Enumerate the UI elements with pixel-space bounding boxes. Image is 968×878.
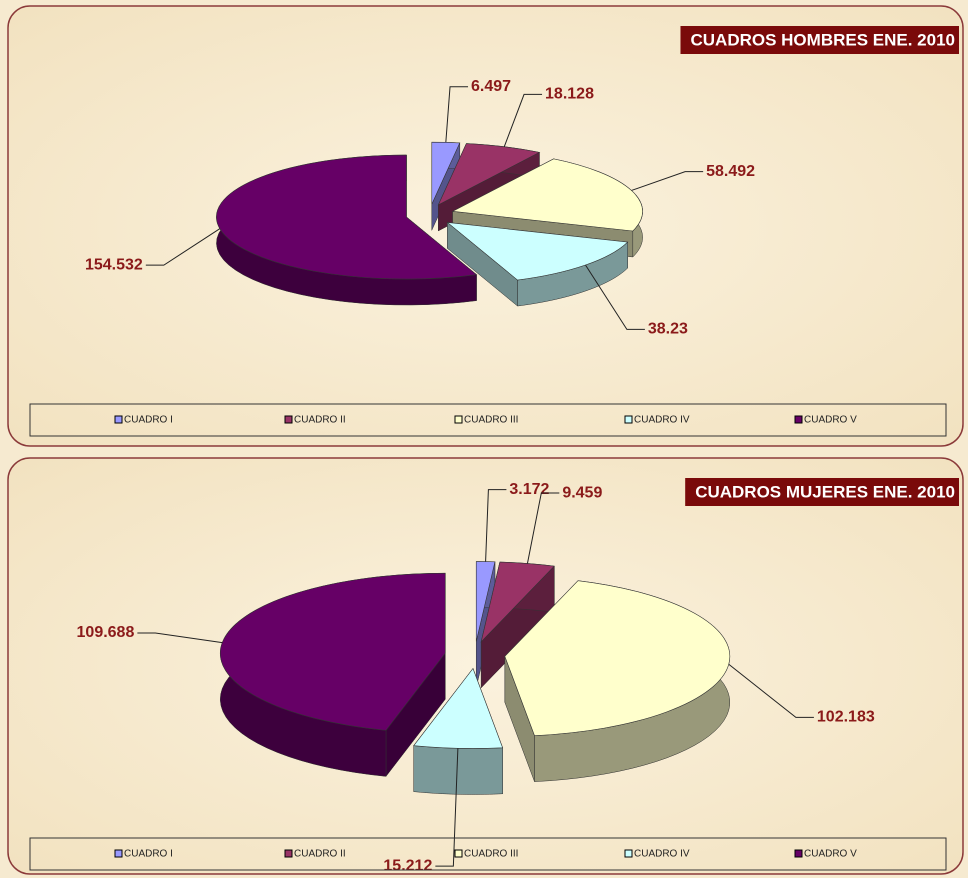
leader-line xyxy=(137,632,223,644)
slice xyxy=(480,561,555,643)
data-label: 38.23 xyxy=(648,321,688,338)
leader-line xyxy=(631,171,704,191)
legend-label: CUADRO IV xyxy=(634,415,690,426)
data-label: 58.492 xyxy=(706,163,755,180)
slice xyxy=(216,154,478,280)
legend-label: CUADRO III xyxy=(464,849,518,860)
title-box xyxy=(680,26,959,54)
legend-label: CUADRO V xyxy=(804,849,857,860)
leader-line xyxy=(145,228,221,266)
chart-title: CUADROS HOMBRES ENE. 2010 xyxy=(690,30,955,49)
data-label: 102.183 xyxy=(817,709,875,726)
data-label: 18.128 xyxy=(545,86,594,103)
legend-label: CUADRO IV xyxy=(634,849,690,860)
leader-line xyxy=(728,663,814,718)
legend-swatch xyxy=(794,415,803,424)
legend-swatch xyxy=(624,849,633,858)
legend-swatch xyxy=(794,849,803,858)
legend-label: CUADRO I xyxy=(124,849,173,860)
legend-label: CUADRO V xyxy=(804,415,857,426)
data-label: 15.212 xyxy=(383,857,432,874)
leader-line xyxy=(585,264,645,330)
legend-swatch xyxy=(284,415,293,424)
legend-label: CUADRO II xyxy=(294,415,346,426)
leader-line xyxy=(445,86,469,143)
data-label: 154.532 xyxy=(85,256,143,273)
leader-line xyxy=(485,489,507,562)
legend-swatch xyxy=(454,415,463,424)
legend-swatch xyxy=(624,415,633,424)
chart-title: CUADROS MUJERES ENE. 2010 xyxy=(695,482,955,501)
slice xyxy=(431,141,461,205)
legend-label: CUADRO II xyxy=(294,849,346,860)
title-box xyxy=(685,478,959,506)
data-label: 109.688 xyxy=(77,624,135,641)
legend-swatch xyxy=(114,415,123,424)
legend-swatch xyxy=(454,849,463,858)
data-label: 6.497 xyxy=(471,78,511,95)
legend-box xyxy=(29,837,947,871)
leader-line xyxy=(435,748,459,867)
data-label: 9.459 xyxy=(562,484,602,501)
slice xyxy=(220,572,446,731)
data-label: 3.172 xyxy=(509,481,549,498)
slice xyxy=(504,580,731,736)
legend-box xyxy=(29,403,947,437)
leader-line xyxy=(526,492,560,564)
slice xyxy=(451,158,643,232)
legend-label: CUADRO I xyxy=(124,415,173,426)
legend-label: CUADRO III xyxy=(464,415,518,426)
slice xyxy=(475,561,496,642)
legend-swatch xyxy=(284,849,293,858)
leader-line xyxy=(503,93,543,147)
legend-swatch xyxy=(114,849,123,858)
slice xyxy=(446,222,629,281)
slice xyxy=(437,143,541,206)
